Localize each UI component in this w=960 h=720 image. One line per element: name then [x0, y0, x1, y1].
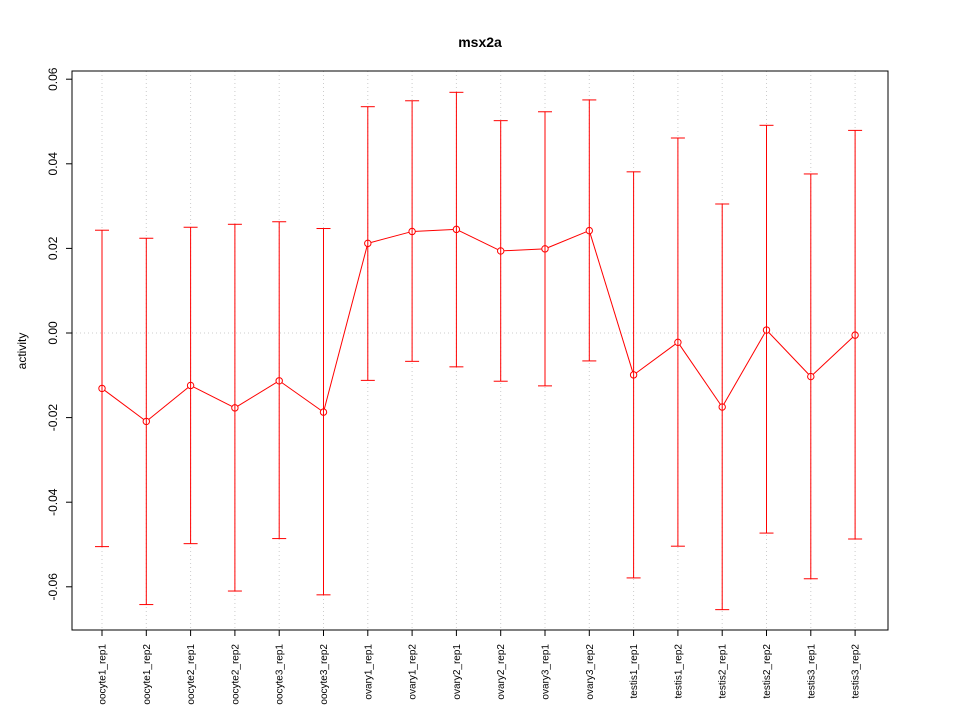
line-segment — [768, 332, 809, 375]
data-point — [231, 404, 239, 412]
y-axis-label: activity — [15, 333, 29, 370]
line-segment — [679, 344, 721, 405]
data-point — [319, 408, 328, 416]
data-point — [186, 381, 195, 390]
data-point — [585, 226, 593, 235]
y-tick-label: -0.04 — [46, 488, 60, 516]
x-tick-label: oocyte3_rep2 — [319, 644, 330, 705]
y-tick-label: 0.06 — [46, 67, 60, 91]
series-line — [104, 229, 854, 420]
data-point — [629, 371, 638, 379]
y-tick-label: 0.00 — [46, 321, 60, 345]
data-point — [275, 377, 283, 385]
y-tick-label: -0.06 — [46, 573, 60, 601]
line-segment — [148, 387, 189, 420]
line-segment — [635, 343, 676, 374]
x-tick-label: testis2_rep2 — [762, 644, 773, 699]
data-point — [98, 384, 106, 393]
y-axis: -0.06 -0.04 -0.02 0.00 0.02 0.04 0.06 — [46, 67, 72, 600]
x-tick-label: ovary2_rep2 — [496, 644, 507, 700]
x-axis: oocyte1_rep1 oocyte1_rep2 oocyte2_rep1 oocy… — [98, 630, 862, 705]
line-segment — [723, 332, 766, 405]
data-point — [674, 338, 682, 347]
line-segment — [237, 382, 277, 407]
data-point — [851, 331, 859, 339]
data-points — [98, 225, 859, 426]
x-tick-label: testis1_rep1 — [629, 644, 640, 699]
x-tick-label: testis3_rep2 — [851, 644, 862, 699]
error-bars — [95, 91, 863, 611]
data-point — [541, 245, 549, 253]
line-segment — [370, 231, 410, 243]
data-point — [807, 372, 815, 381]
line-segment — [812, 336, 854, 375]
y-tick-label: 0.02 — [46, 236, 60, 260]
x-tick-label: testis3_rep1 — [806, 644, 817, 699]
line-segment — [547, 231, 587, 249]
data-point — [497, 247, 505, 255]
line-segment — [323, 246, 368, 410]
x-tick-label: oocyte1_rep2 — [142, 644, 153, 705]
x-tick-label: ovary1_rep1 — [363, 644, 374, 700]
y-tick-label: -0.02 — [46, 404, 60, 432]
x-tick-label: oocyte3_rep1 — [275, 644, 286, 705]
grid — [72, 71, 888, 630]
x-tick-label: ovary3_rep2 — [585, 644, 596, 700]
data-point — [718, 403, 726, 411]
x-tick-label: oocyte2_rep1 — [186, 644, 197, 705]
data-point — [408, 227, 416, 236]
line-segment — [459, 230, 499, 250]
line-segment — [589, 233, 634, 372]
x-tick-label: oocyte2_rep2 — [230, 644, 241, 705]
data-point — [142, 417, 151, 426]
chart-title: msx2a — [458, 34, 502, 50]
x-tick-label: oocyte1_rep1 — [98, 644, 109, 705]
plot-frame — [71, 70, 889, 631]
x-tick-label: ovary1_rep2 — [408, 644, 419, 700]
line-segment — [503, 248, 542, 252]
line-segment — [281, 382, 322, 411]
line-segment — [193, 386, 233, 407]
line-segment — [104, 389, 145, 420]
y-tick-label: 0.04 — [46, 152, 60, 176]
data-point — [762, 326, 771, 334]
x-tick-label: ovary3_rep1 — [541, 644, 552, 700]
x-tick-label: testis1_rep2 — [673, 644, 684, 699]
x-tick-label: testis2_rep1 — [718, 644, 729, 699]
line-segment — [415, 229, 454, 232]
x-tick-label: ovary2_rep1 — [452, 644, 463, 700]
data-point — [364, 239, 372, 248]
data-point — [452, 225, 461, 234]
